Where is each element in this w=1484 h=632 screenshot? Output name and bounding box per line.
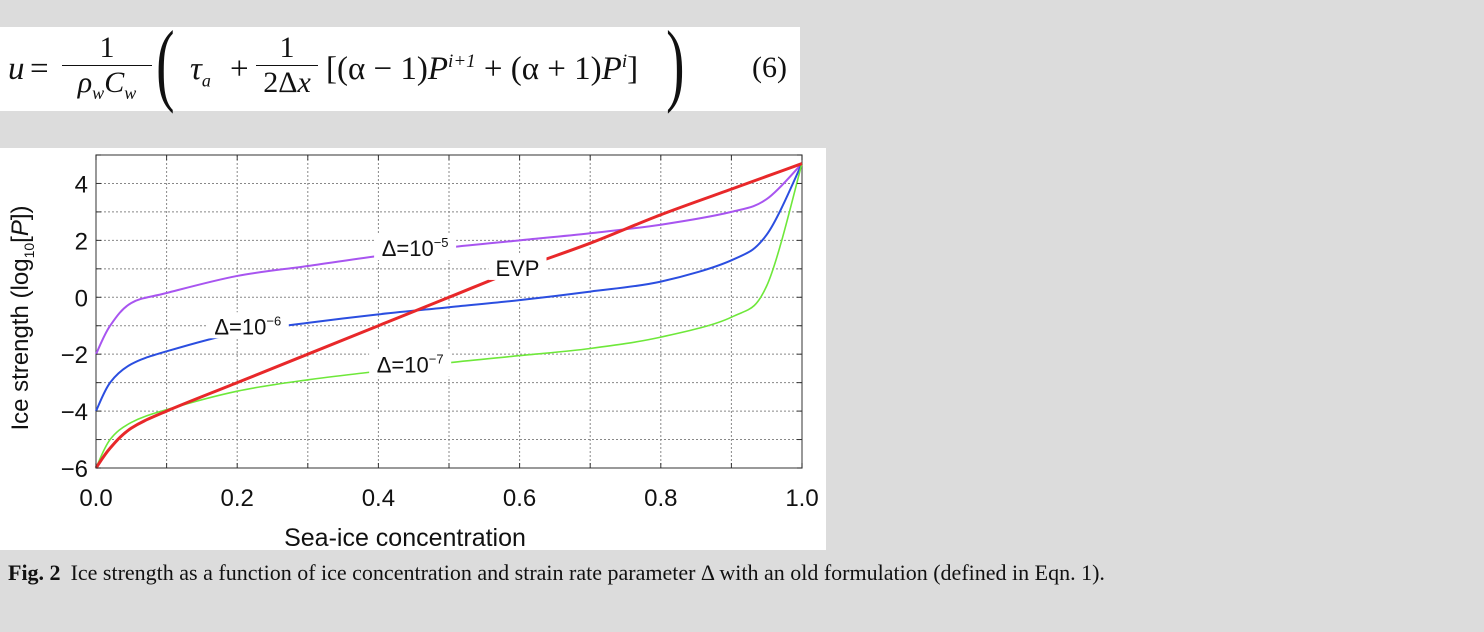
C: C [104,66,125,99]
sub-w: w [92,83,105,103]
sup-i: i [621,51,628,72]
bracket-close: ] [627,51,639,87]
x-tick-label: 0.6 [503,485,536,512]
series-label-main: Δ=10 [214,314,266,339]
y-label-pre: Ice strength (log [7,258,34,430]
series-label: Δ=10−5 [382,235,449,261]
y-label-var: P [7,220,34,236]
x-tick-label: 1.0 [785,485,818,512]
figure-caption: Fig. 2 Ice strength as a function of ice … [8,560,1105,586]
y-tick-label: 4 [75,171,88,198]
mid-term: + (α + 1) [483,51,602,87]
eq-plus: + [230,51,249,87]
tau: τ [190,51,202,87]
eq-fraction-2: 1 2Δx [256,31,318,100]
eq-frac2-den: 2Δx [256,66,318,100]
ice-strength-chart: 0.0 0.2 0.4 0.6 0.8 1.0 −6 −4 −2 0 2 4 EVP Δ=10−5 Δ=1… [0,148,826,552]
eq-equals: = [30,51,49,87]
x-axis-label: Sea-ice concentration [284,524,526,550]
series-label-bg [369,350,452,377]
series-label-exponent: −6 [266,313,281,328]
x-tick-label: 0.8 [644,485,677,512]
ticks: 0.0 0.2 0.4 0.6 0.8 1.0 −6 −4 −2 0 2 4 [61,154,819,512]
eq-lhs: u [8,51,25,87]
eq-tau: τa [190,51,211,92]
P: P [601,51,622,87]
x-tick-label: 0.0 [79,485,112,512]
series-label-bg [374,234,457,261]
two-delta: 2Δ [263,66,298,99]
eq-bracket-term: [(α − 1)Pi+1 + (α + 1)Pi] [326,51,638,88]
sub-a: a [201,70,211,91]
equation-6: u = 1 ρwCw ( τa + 1 2Δx [(α − 1)Pi+1 + (… [0,17,800,111]
fraction-bar [256,65,318,66]
y-tick-label: 0 [75,285,88,312]
y-tick-label: −2 [61,342,88,369]
series-label: Δ=10−6 [214,313,281,339]
eq-frac1-num: 1 [99,31,115,64]
y-tick-label: −6 [61,456,88,483]
fraction-bar [62,65,152,66]
caption-text: Ice strength as a function of ice concen… [70,560,1105,585]
series-label-main: Δ=10 [377,353,429,378]
y-axis-label: Ice strength (log10[P]) [7,205,37,430]
x-tick-label: 0.2 [221,485,254,512]
eq-lparen: ( [156,12,175,114]
sup-i-plus-1: i+1 [448,51,476,72]
series-label: EVP [495,256,539,281]
eq-frac2-num: 1 [279,31,295,64]
y-label-sub: 10 [21,243,37,259]
y-tick-label: −4 [61,399,88,426]
series-label-bg [206,312,289,339]
sub-w: w [124,83,137,103]
caption-label: Fig. 2 [8,560,61,585]
rho: ρ [77,66,93,99]
x-tick-label: 0.4 [362,485,395,512]
series-label-main: EVP [495,256,539,281]
y-label-mid: [ [7,236,34,243]
y-tick-label: 2 [75,228,88,255]
x: x [297,66,311,99]
eq-rparen: ) [666,12,685,114]
eq-number: (6) [752,51,787,84]
eq-fraction-1: 1 ρwCw [62,31,152,110]
P: P [427,51,449,87]
series-label: Δ=10−7 [377,352,444,378]
series-label-bg [488,253,547,280]
eq-frac1-den: ρwCw [62,66,152,110]
series-label-main: Δ=10 [382,236,434,261]
series-label-exponent: −5 [434,235,449,250]
series-line-evp [94,162,803,469]
y-label-post: ]) [7,205,34,220]
series-label-exponent: −7 [429,352,444,367]
bracket-open: [(α − 1) [326,51,428,87]
